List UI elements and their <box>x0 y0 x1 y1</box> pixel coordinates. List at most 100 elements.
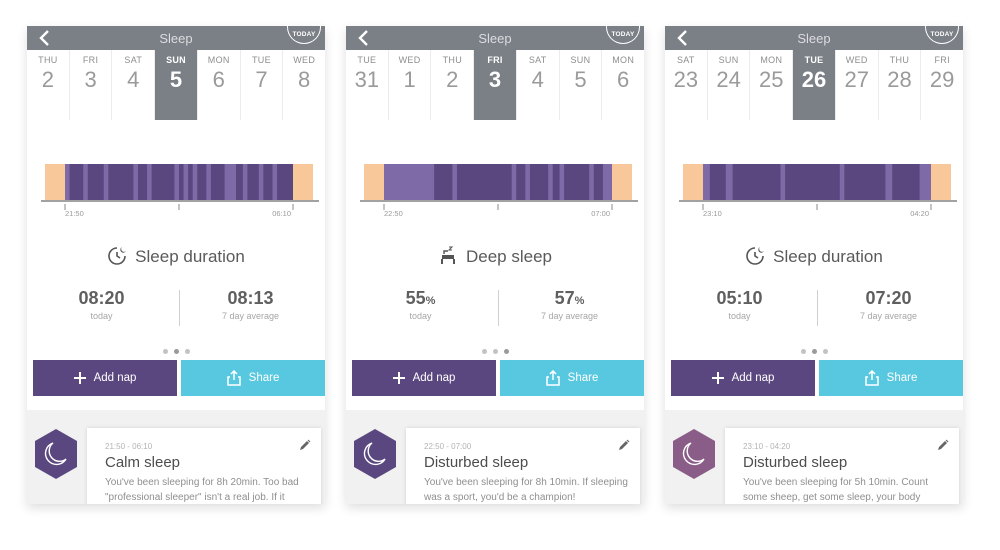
sleep-entry-section: 23:10 - 04:20 Disturbed sleep You've been … <box>665 410 963 504</box>
light-sleep-segment <box>174 164 179 200</box>
pager-dots <box>346 341 644 359</box>
plus-icon <box>392 372 405 384</box>
pager-dot[interactable] <box>503 349 509 354</box>
back-button[interactable] <box>37 29 53 47</box>
pager-dot[interactable] <box>173 349 179 354</box>
day-number: 2 <box>41 67 54 92</box>
sleep-quality-badge <box>33 428 79 480</box>
share-label: Share <box>248 372 280 384</box>
sleep-timeline-chart: 23:10Asleep 04:20Wake-Up <box>679 164 957 220</box>
day-item[interactable]: SUN 24 <box>708 50 751 120</box>
day-item[interactable]: WED 8 <box>283 50 325 120</box>
light-sleep-segment <box>589 164 594 200</box>
day-number: 8 <box>298 67 311 92</box>
entry-description: You've been sleeping for 8h 20min. Too b… <box>105 477 299 503</box>
sleep-entry-card[interactable]: 21:50 - 06:10 Calm sleep You've been sleep… <box>87 428 321 504</box>
add-nap-button[interactable]: Add nap <box>671 360 815 396</box>
pager-dot[interactable] <box>481 349 487 354</box>
day-item[interactable]: SUN 5 <box>560 50 603 120</box>
day-item[interactable]: WED 27 <box>836 50 879 120</box>
share-button[interactable]: Share <box>819 360 963 396</box>
day-selected[interactable]: FRI 3 <box>474 50 517 120</box>
day-item[interactable]: MON 6 <box>198 50 241 120</box>
today-label: TODAY <box>611 31 635 38</box>
share-icon <box>864 370 879 386</box>
day-item[interactable]: MON 25 <box>750 50 794 120</box>
day-item[interactable]: FRI 3 <box>70 50 113 120</box>
light-sleep-segment <box>885 164 893 200</box>
entry-description: You've been sleeping for 5h 10min. Count… <box>743 477 929 503</box>
day-name: MON <box>207 55 230 65</box>
day-name: THU <box>38 55 58 65</box>
day-name: WED <box>293 55 316 65</box>
pager-dot[interactable] <box>492 349 498 354</box>
light-sleep-segment <box>452 164 457 200</box>
stat-label: 7 day average <box>859 311 918 321</box>
day-item[interactable]: SAT 23 <box>665 50 708 120</box>
metric-title-text: Sleep duration <box>773 247 883 266</box>
moon-icon <box>673 429 715 479</box>
timeline-start-time: 21:50 <box>65 209 84 218</box>
edit-button[interactable] <box>299 438 311 456</box>
stat-value: 55 <box>405 288 426 308</box>
sleep-entry-card[interactable]: 22:50 - 07:00 Disturbed sleep You've been … <box>406 428 640 504</box>
timeline-start-label: Asleep <box>65 219 88 220</box>
stat-unit: % <box>574 295 585 307</box>
day-name: WED <box>845 55 868 65</box>
share-button[interactable]: Share <box>181 360 325 396</box>
pager-dot[interactable] <box>162 349 168 354</box>
add-nap-button[interactable]: Add nap <box>33 360 177 396</box>
back-button[interactable] <box>356 29 372 47</box>
pager-dot[interactable] <box>822 349 828 354</box>
today-label: TODAY <box>292 31 316 38</box>
day-item[interactable]: TUE 7 <box>241 50 284 120</box>
day-number: 7 <box>255 67 268 92</box>
day-number: 29 <box>929 67 955 92</box>
awake-segment-end <box>931 164 951 200</box>
day-item[interactable]: THU 2 <box>431 50 475 120</box>
day-number: 6 <box>617 67 630 92</box>
edit-button[interactable] <box>618 438 630 456</box>
day-item[interactable]: MON 6 <box>602 50 644 120</box>
light-sleep-segment <box>206 164 211 200</box>
light-sleep-segment <box>147 164 152 200</box>
chevron-left-icon <box>39 30 49 46</box>
day-name: SAT <box>124 55 143 65</box>
day-item[interactable]: THU 28 <box>879 50 922 120</box>
pager-dot[interactable] <box>184 349 190 354</box>
sleep-entry-card[interactable]: 23:10 - 04:20 Disturbed sleep You've been … <box>725 428 959 504</box>
stats-row: 55% today 57% 7 day average <box>346 288 644 328</box>
stat-label: today <box>728 311 751 321</box>
day-item[interactable]: WED 1 <box>389 50 432 120</box>
light-sleep-segment <box>103 164 109 200</box>
metric-title: Deep sleep <box>346 246 644 267</box>
light-sleep-segment <box>559 164 565 200</box>
day-selected[interactable]: SUN 5 <box>155 50 198 120</box>
share-button[interactable]: Share <box>500 360 644 396</box>
day-number: 4 <box>127 67 140 92</box>
day-item[interactable]: FRI 29 <box>921 50 963 120</box>
stat-average: 08:13 7 day average <box>176 288 325 321</box>
pager-dot[interactable] <box>811 349 817 354</box>
entry-time: 21:50 - 06:10 <box>105 442 153 451</box>
pager-dots <box>27 341 325 359</box>
add-nap-button[interactable]: Add nap <box>352 360 496 396</box>
day-item[interactable]: THU 2 <box>27 50 70 120</box>
day-item[interactable]: TUE 31 <box>346 50 389 120</box>
moon-icon <box>35 429 77 479</box>
pencil-icon <box>300 439 311 450</box>
day-item[interactable]: SAT 4 <box>112 50 156 120</box>
timeline-end-label: Wake-Up <box>579 219 610 220</box>
day-item[interactable]: SAT 4 <box>517 50 560 120</box>
entry-title: Disturbed sleep <box>424 454 529 471</box>
day-selected[interactable]: TUE 26 <box>793 50 836 120</box>
stat-average: 57% 7 day average <box>495 288 644 321</box>
stat-label: 7 day average <box>221 311 280 321</box>
share-label: Share <box>567 372 599 384</box>
pager-dot[interactable] <box>800 349 806 354</box>
entry-description: You've been sleeping for 8h 10min. If sl… <box>424 477 628 503</box>
back-button[interactable] <box>675 29 691 47</box>
edit-button[interactable] <box>937 438 949 456</box>
stat-value: 08:13 <box>227 288 274 308</box>
sleep-screen: Sleep TODAY THU 2 FRI 3 SAT 4 SUN 5 MON 6 TUE 7 WED 8 21… <box>27 26 325 504</box>
